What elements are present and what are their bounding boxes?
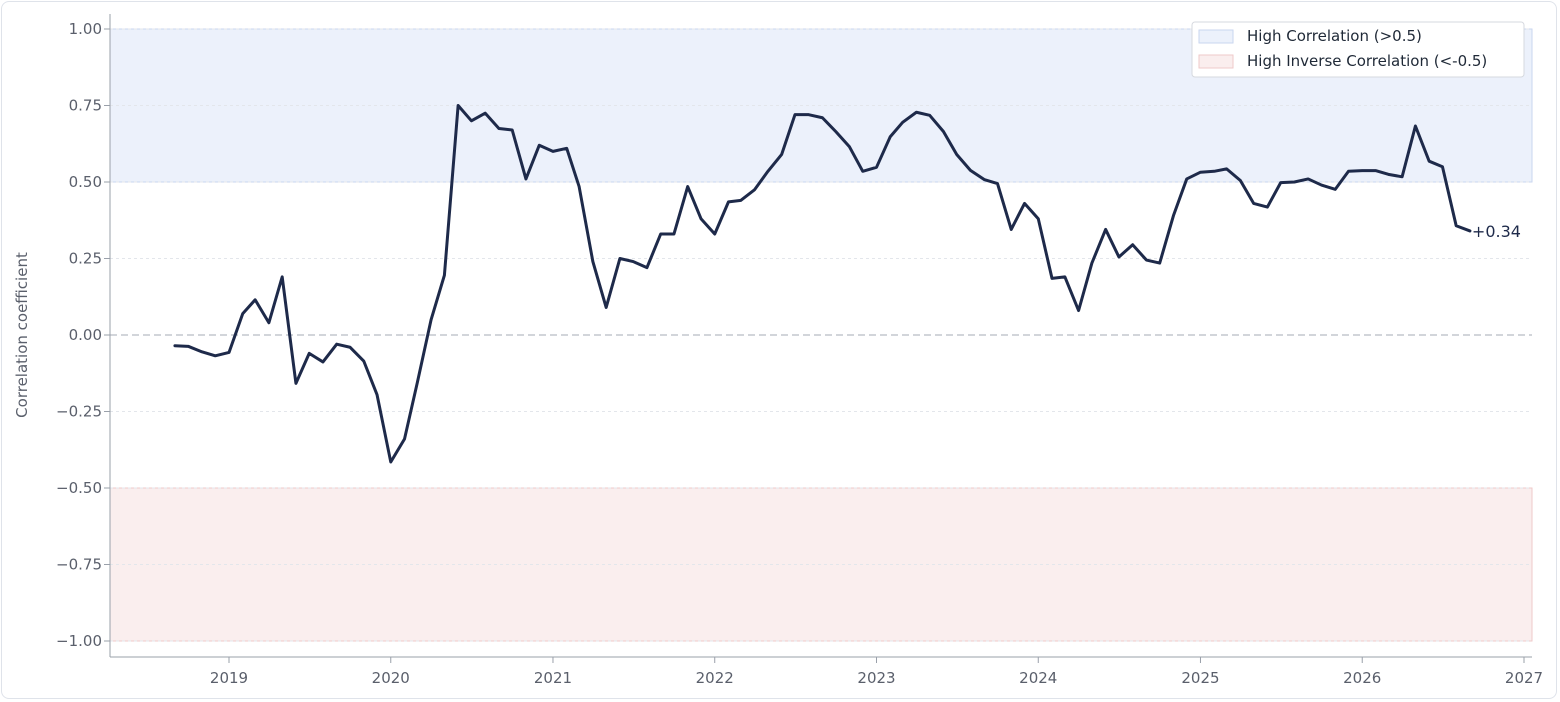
- y-tick-label: −0.75: [56, 556, 102, 574]
- x-tick-label: 2021: [534, 669, 572, 687]
- x-tick-label: 2020: [372, 669, 410, 687]
- legend: High Correlation (>0.5) High Inverse Corr…: [1191, 21, 1525, 78]
- legend-box: [1191, 21, 1525, 78]
- y-tick-label: 0.50: [69, 173, 102, 191]
- legend-swatch-high-correlation: [1198, 29, 1234, 44]
- legend-label-high-correlation: High Correlation (>0.5): [1247, 27, 1422, 45]
- x-tick-label: 2023: [857, 669, 895, 687]
- y-tick-label: −0.25: [56, 403, 102, 421]
- y-axis-title: Correlation coefficient: [13, 252, 31, 418]
- y-tick-label: 1.00: [69, 20, 102, 38]
- x-tick-label: 2024: [1019, 669, 1057, 687]
- y-tick-label: 0.75: [69, 97, 102, 115]
- axes-layer: 1.00 0.75 0.50 0.25 0.00 −0.25 −0.50 −0.75 −1.00…: [13, 14, 1543, 687]
- y-tick-label: 0.00: [69, 326, 102, 344]
- x-tick-label: 2025: [1181, 669, 1219, 687]
- y-tick-label: −1.00: [56, 632, 102, 650]
- x-tick-label: 2027: [1505, 669, 1543, 687]
- x-tick-label: 2026: [1343, 669, 1381, 687]
- correlation-series-line: [173, 104, 1472, 464]
- x-tick-label: 2022: [696, 669, 734, 687]
- x-tick-label: 2019: [210, 669, 248, 687]
- y-tick-label: 0.25: [69, 250, 102, 268]
- series-layer: +0.34: [173, 104, 1521, 464]
- end-value-label: +0.34: [1472, 222, 1521, 241]
- legend-label-high-inverse-correlation: High Inverse Correlation (<-0.5): [1247, 52, 1487, 70]
- legend-swatch-high-inverse-correlation: [1198, 54, 1234, 69]
- y-tick-label: −0.50: [56, 479, 102, 497]
